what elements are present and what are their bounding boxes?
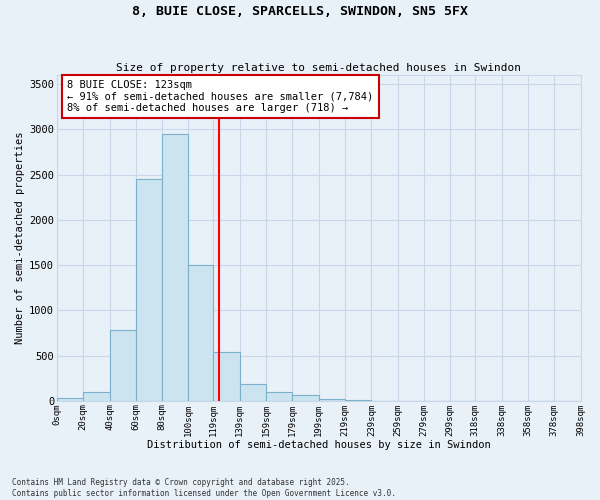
Bar: [240, 384, 266, 401]
Bar: [110, 330, 136, 401]
Bar: [319, 400, 345, 401]
Bar: [214, 352, 240, 401]
Bar: [162, 134, 188, 401]
Bar: [292, 395, 319, 401]
Text: Contains HM Land Registry data © Crown copyright and database right 2025.
Contai: Contains HM Land Registry data © Crown c…: [12, 478, 396, 498]
Text: 8 BUIE CLOSE: 123sqm
← 91% of semi-detached houses are smaller (7,784)
8% of sem: 8 BUIE CLOSE: 123sqm ← 91% of semi-detac…: [67, 80, 374, 114]
Bar: [136, 179, 162, 401]
Bar: [57, 398, 83, 401]
Bar: [83, 392, 110, 401]
Y-axis label: Number of semi-detached properties: Number of semi-detached properties: [15, 132, 25, 344]
Bar: [266, 392, 292, 401]
X-axis label: Distribution of semi-detached houses by size in Swindon: Distribution of semi-detached houses by …: [147, 440, 491, 450]
Text: 8, BUIE CLOSE, SPARCELLS, SWINDON, SN5 5FX: 8, BUIE CLOSE, SPARCELLS, SWINDON, SN5 5…: [132, 5, 468, 18]
Title: Size of property relative to semi-detached houses in Swindon: Size of property relative to semi-detach…: [116, 63, 521, 73]
Bar: [188, 265, 214, 401]
